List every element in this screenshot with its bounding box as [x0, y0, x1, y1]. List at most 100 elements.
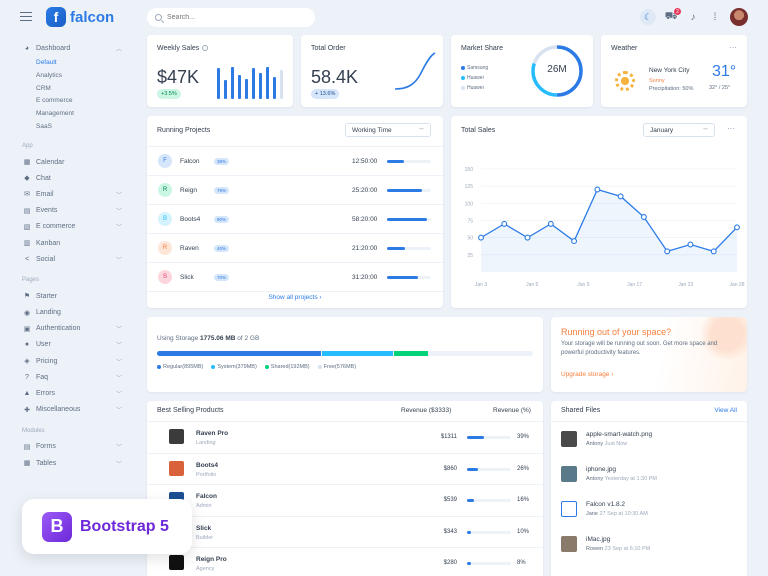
- working-time-select[interactable]: Working Time ﹀: [345, 123, 431, 137]
- product-name[interactable]: Boots4: [196, 461, 219, 469]
- product-row[interactable]: Boots4 Portfolio $860 26%: [147, 454, 543, 485]
- product-thumbnail: [169, 460, 184, 476]
- sales-point[interactable]: [524, 234, 531, 241]
- product-name[interactable]: Slick: [196, 524, 212, 532]
- product-row[interactable]: Raven Pro Landing $1311 39%: [147, 422, 543, 454]
- sidebar-item[interactable]: ? Faq ﹀: [22, 369, 122, 385]
- x-tick-label: Jan 5: [526, 282, 538, 288]
- sales-point[interactable]: [617, 193, 624, 200]
- sidebar-item[interactable]: ▤ Events ﹀: [22, 203, 122, 219]
- file-row[interactable]: iMac.jpg Rowen 23 Sep at 6:10 PM: [561, 534, 741, 564]
- sidebar-item[interactable]: ▣ Authentication ﹀: [22, 321, 122, 337]
- chevron-down-icon: ﹀: [115, 461, 122, 468]
- sidebar-item[interactable]: ▲ Errors ﹀: [22, 385, 122, 401]
- project-row[interactable]: R Raven 40% 21:20:00: [147, 234, 443, 263]
- sidebar-item[interactable]: < Social ﹀: [22, 251, 122, 267]
- sidebar-item-label: Tables: [36, 459, 57, 467]
- sidebar-item[interactable]: ◈ Pricing ﹀: [22, 353, 122, 369]
- sales-point[interactable]: [594, 186, 601, 193]
- brand-name: falcon: [70, 8, 115, 26]
- sales-point[interactable]: [734, 224, 740, 231]
- show-all-projects-link[interactable]: Show all projects ›: [268, 294, 322, 301]
- product-row[interactable]: Falcon Admin $539 16%: [147, 485, 543, 517]
- y-tick-label: 150: [465, 167, 474, 173]
- project-row[interactable]: F Falcon 38% 12:50:00: [147, 147, 443, 176]
- dashboard-subitem[interactable]: SaaS: [36, 123, 52, 131]
- chevron-down-icon: ﹀: [115, 192, 122, 199]
- file-name[interactable]: iMac.jpg: [586, 536, 611, 543]
- sidebar-item[interactable]: ▦ Tables ﹀: [22, 455, 122, 471]
- product-name[interactable]: Raven Pro: [196, 430, 229, 437]
- search-input[interactable]: [167, 14, 307, 21]
- project-row[interactable]: R Reign 79% 25:20:00: [147, 176, 443, 205]
- sidebar-item[interactable]: ▧ E commerce ﹀: [22, 219, 122, 235]
- chevron-down-icon: ﹀: [115, 225, 122, 232]
- sidebar-item-label: Starter: [36, 292, 58, 300]
- product-name[interactable]: Reign Pro: [196, 556, 227, 563]
- apps-grid-icon[interactable]: ⁞: [713, 11, 717, 23]
- sidebar-item[interactable]: ◉ Landing: [22, 304, 122, 320]
- sales-point[interactable]: [664, 248, 671, 255]
- product-row[interactable]: Slick Builder $343 10%: [147, 517, 543, 548]
- info-icon[interactable]: [202, 45, 209, 52]
- sidebar-item[interactable]: ✉ Email ﹀: [22, 186, 122, 202]
- sales-point[interactable]: [478, 234, 484, 241]
- theme-toggle-moon-icon[interactable]: ☾: [640, 9, 656, 25]
- total-sales-line-chart: 150 125 100 75 50 25 Jan 3 Jan 5 Jan 9 Jan 17 Jan …: [465, 167, 745, 288]
- weekly-sales-bar: [273, 77, 276, 99]
- file-time: 23 Sep at 6:10 PM: [604, 546, 651, 552]
- sidebar-item[interactable]: ◆ Chat: [22, 170, 122, 186]
- upgrade-storage-link[interactable]: Upgrade storage ›: [561, 371, 614, 378]
- sidebar-item-dashboard[interactable]: ◕ Dashboard ︿: [22, 40, 122, 56]
- legend-dot: [211, 364, 216, 369]
- project-row[interactable]: S Slick 70% 31:20:00: [147, 263, 443, 292]
- more-options-icon[interactable]: ⋯: [727, 124, 735, 133]
- file-row[interactable]: iphone.jpg Antony Yesterday at 1:30 PM: [561, 464, 741, 494]
- sales-point[interactable]: [547, 220, 554, 227]
- product-name[interactable]: Falcon: [196, 493, 217, 500]
- brand-logo[interactable]: f falcon: [46, 7, 114, 27]
- sales-point[interactable]: [710, 248, 717, 255]
- file-row[interactable]: apple-smart-watch.png Antony Just Now: [561, 429, 741, 459]
- sales-point[interactable]: [501, 220, 508, 227]
- sidebar-item[interactable]: ✚ Miscellaneous ﹀: [22, 402, 122, 418]
- sidebar-item[interactable]: ⚑ Starter: [22, 288, 122, 304]
- dashboard-subitem[interactable]: E commerce: [36, 97, 73, 105]
- more-options-icon[interactable]: ⋯: [729, 43, 737, 52]
- sidebar-item[interactable]: ● User ﹀: [22, 337, 122, 353]
- user-avatar[interactable]: [730, 8, 748, 26]
- project-row[interactable]: B Boots4 90% 58:20:00: [147, 205, 443, 234]
- running-projects-card: Running Projects Working Time ﹀ F Falcon 38…: [147, 116, 443, 308]
- product-price: $539: [443, 497, 457, 503]
- product-price: $280: [443, 560, 457, 566]
- sidebar-item[interactable]: ▦ Calendar: [22, 154, 122, 170]
- dashboard-subitem[interactable]: CRM: [36, 84, 51, 92]
- divider: [147, 146, 443, 147]
- hamburger-menu-icon[interactable]: [20, 12, 32, 21]
- total-order-title: Total Order: [311, 45, 346, 52]
- dashboard-subitem[interactable]: Management: [36, 110, 74, 118]
- storage-legend-item: Shared(192MB): [264, 364, 310, 370]
- sales-point[interactable]: [687, 241, 694, 248]
- notification-bell-icon[interactable]: ♪: [690, 11, 696, 23]
- sparkline-path: [394, 52, 436, 90]
- file-name[interactable]: iphone.jpg: [586, 466, 616, 473]
- file-name[interactable]: Falcon v1.8.2: [586, 501, 626, 508]
- sales-point[interactable]: [640, 214, 647, 220]
- bootstrap-logo-icon: B: [42, 511, 72, 542]
- product-row[interactable]: Reign Pro Agency $280 8%: [147, 548, 543, 576]
- dashboard-subitem[interactable]: Default: [36, 59, 57, 67]
- project-percent-badge: 38%: [214, 157, 230, 165]
- dashboard-subitem[interactable]: Analytics: [36, 71, 63, 79]
- file-row[interactable]: Falcon v1.8.2 Jane 27 Sep at 10:30 AM: [561, 499, 741, 529]
- file-name[interactable]: apple-smart-watch.png: [586, 431, 653, 438]
- cart-icon[interactable]: ⛟ 2: [664, 8, 681, 24]
- project-progress-bar: [387, 159, 431, 163]
- sales-point[interactable]: [571, 238, 578, 245]
- sidebar-item[interactable]: ▤ Forms ﹀: [22, 439, 122, 455]
- month-select[interactable]: January ﹀: [643, 123, 715, 137]
- events-icon: ▤: [23, 207, 31, 215]
- flag-icon: ⚑: [23, 293, 31, 301]
- view-all-link[interactable]: View All: [714, 407, 737, 414]
- sidebar-item[interactable]: ▥ Kanban: [22, 235, 122, 251]
